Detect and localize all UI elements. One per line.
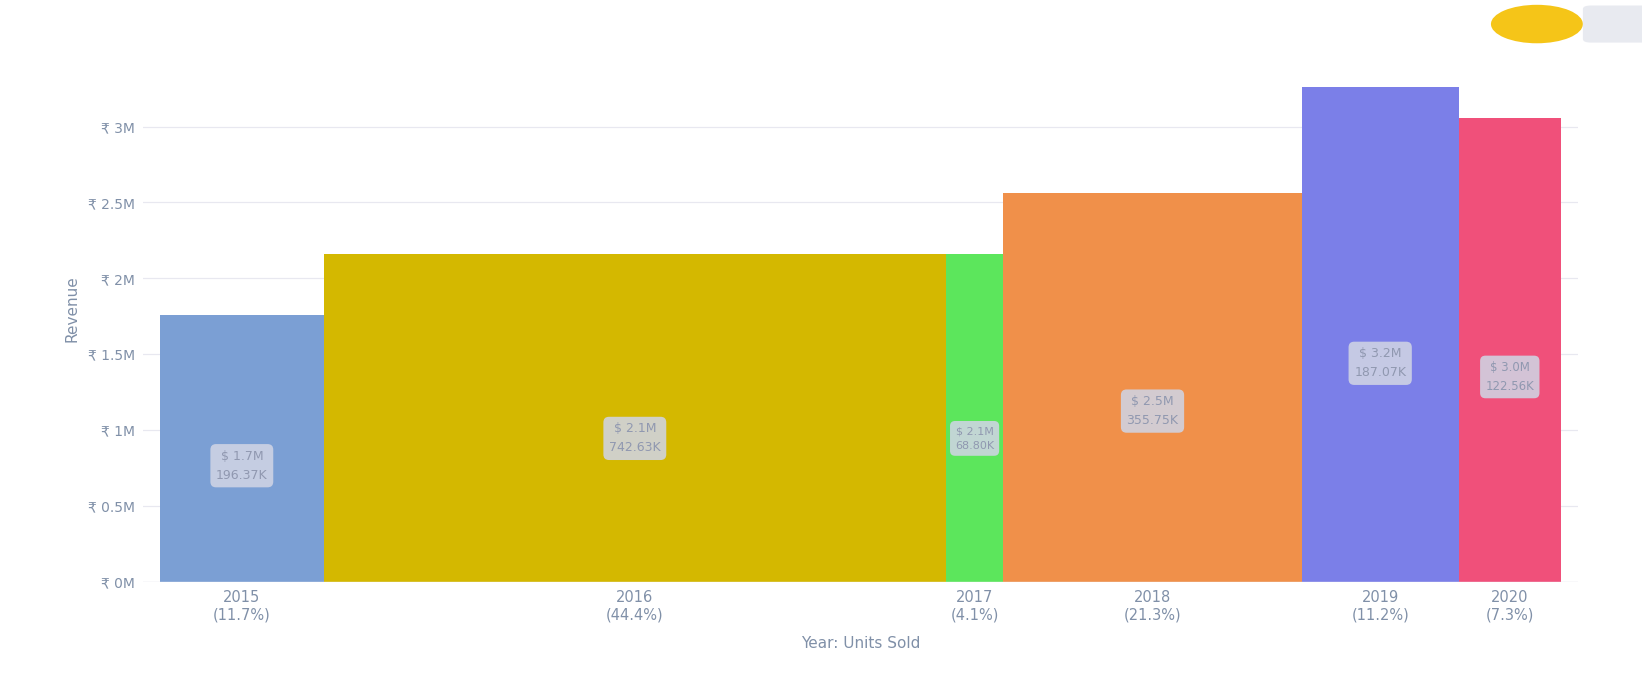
Text: $ 1.7M
196.37K: $ 1.7M 196.37K xyxy=(217,450,268,482)
Bar xyxy=(1003,193,1302,203)
Bar xyxy=(1003,203,1302,582)
Bar xyxy=(1302,87,1458,96)
FancyBboxPatch shape xyxy=(1583,5,1642,43)
Bar xyxy=(323,263,946,582)
Bar xyxy=(323,254,946,263)
Text: $ 2.1M
742.63K: $ 2.1M 742.63K xyxy=(609,423,660,454)
Circle shape xyxy=(1491,5,1583,43)
Text: $ 2.5M
355.75K: $ 2.5M 355.75K xyxy=(1126,395,1179,427)
Text: $ 3.0M
122.56K: $ 3.0M 122.56K xyxy=(1486,361,1534,393)
Bar xyxy=(159,315,323,324)
Bar xyxy=(1458,117,1562,126)
Text: $ 2.1M
68.80K: $ 2.1M 68.80K xyxy=(956,426,993,451)
Bar xyxy=(946,254,1003,263)
Bar xyxy=(1302,96,1458,582)
Text: $ 3.2M
187.07K: $ 3.2M 187.07K xyxy=(1355,348,1406,379)
Bar xyxy=(159,324,323,582)
Y-axis label: Revenue: Revenue xyxy=(64,275,79,342)
Bar xyxy=(1458,126,1562,582)
X-axis label: Year: Units Sold: Year: Units Sold xyxy=(801,636,920,651)
Bar xyxy=(946,263,1003,582)
